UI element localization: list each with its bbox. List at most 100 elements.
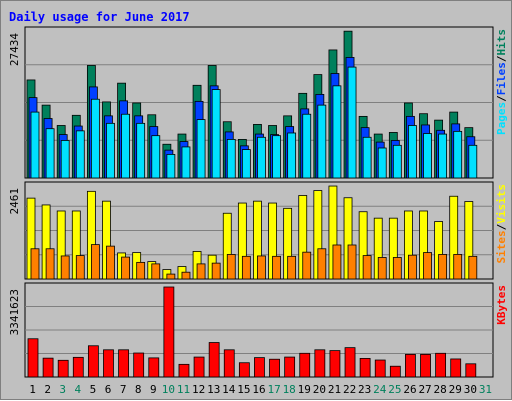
x-tick-label-day-4: 4 [75,383,82,396]
bar-kbytes-day-3 [57,359,69,378]
bar-sites-day-3 [60,255,70,280]
bar-sites-day-25 [392,257,402,280]
x-tick-label-day-9: 9 [150,383,157,396]
bar-pages-day-23 [362,136,372,179]
bar-kbytes-day-7 [118,349,129,378]
bar-kbytes-day-13 [208,342,220,378]
bar-kbytes-day-24 [374,359,386,378]
bar-sites-day-18 [287,255,297,280]
x-tick-label-day-26: 26 [403,383,416,396]
bar-kbytes-day-2 [42,357,54,378]
legend-panel-2: Sites/Visits [495,184,508,264]
bar-sites-day-19 [302,251,312,280]
bar-sites-day-24 [377,257,387,280]
bar-kbytes-day-29 [450,358,462,378]
x-tick-label-day-24: 24 [373,383,387,396]
bar-pages-day-12 [196,119,206,179]
legend-pages: Pages [495,102,508,135]
bar-pages-day-24 [377,147,387,179]
bar-pages-day-14 [226,139,236,179]
x-tick-label-day-22: 22 [343,383,356,396]
legend-visits: Visits [495,184,508,224]
x-tick-label-day-28: 28 [434,383,447,396]
bar-kbytes-day-20 [314,349,326,378]
bar-pages-day-9 [151,135,161,179]
bar-sites-day-1 [30,248,40,280]
bar-pages-day-5 [90,98,100,179]
bar-pages-day-22 [347,66,357,179]
x-tick-label-day-6: 6 [105,383,112,396]
bar-pages-day-18 [287,132,297,179]
ymax-label-panel-2: 2461 [8,188,21,215]
x-tick-label-day-2: 2 [44,383,51,396]
x-tick-label-day-20: 20 [313,383,326,396]
bar-pages-day-21 [332,85,342,179]
bar-kbytes-day-30 [465,363,477,378]
bar-kbytes-day-1 [27,338,39,378]
bar-kbytes-day-22 [344,347,356,378]
bar-sites-day-28 [438,254,448,280]
bar-sites-day-29 [453,254,463,280]
bar-sites-day-21 [332,244,342,280]
bar-kbytes-day-12 [193,356,205,378]
x-tick-label-day-8: 8 [135,383,142,396]
x-tick-label-day-11: 11 [177,383,190,396]
bar-pages-day-8 [136,122,146,179]
bar-pages-day-20 [317,104,327,179]
ymax-label-panel-3: 3341623 [8,289,21,335]
bar-pages-day-7 [121,113,130,179]
bar-sites-day-17 [272,255,281,280]
bar-kbytes-day-14 [223,349,235,378]
bar-sites-day-23 [362,255,372,280]
bar-pages-day-30 [468,144,478,179]
bar-pages-day-17 [272,135,281,179]
bar-pages-day-26 [408,125,417,179]
bar-kbytes-day-19 [299,352,311,378]
bar-sites-day-5 [90,244,100,280]
bar-kbytes-day-26 [405,353,416,378]
bar-pages-day-3 [60,140,70,179]
bar-sites-day-14 [226,254,236,280]
bar-pages-day-6 [106,122,115,179]
bar-pages-day-1 [30,111,40,179]
bar-kbytes-day-4 [72,356,84,378]
legend-hits: Hits [495,29,508,56]
bar-sites-day-12 [196,263,206,280]
x-tick-label-day-10: 10 [162,383,175,396]
x-tick-label-day-13: 13 [207,383,220,396]
bar-pages-day-4 [75,130,85,179]
bar-sites-day-13 [211,262,221,280]
bar-sites-day-20 [317,248,327,280]
x-tick-label-day-29: 29 [449,383,462,396]
bar-kbytes-day-5 [87,345,99,378]
bar-sites-day-6 [106,245,115,280]
ymax-label-panel-1: 27434 [8,33,21,66]
bar-sites-day-15 [241,255,251,280]
bar-pages-day-2 [45,128,55,179]
legend-panel-1: Pages/Files/Hits [495,29,508,135]
x-tick-label-day-14: 14 [222,383,236,396]
bar-sites-day-27 [423,252,432,280]
bar-pages-day-29 [453,130,463,179]
bar-kbytes-day-6 [103,349,114,378]
x-tick-label-day-31: 31 [479,383,492,396]
bar-kbytes-day-10 [163,286,175,378]
bar-sites-day-9 [151,263,161,280]
bar-kbytes-day-9 [148,357,160,378]
bar-sites-day-2 [45,248,55,280]
bar-kbytes-day-25 [389,365,401,378]
legend-files: Files [495,62,508,95]
bar-pages-day-27 [423,133,432,179]
bar-kbytes-day-17 [269,358,280,378]
bar-pages-day-19 [302,113,312,179]
bar-sites-day-8 [136,261,146,280]
bar-sites-day-16 [257,255,266,280]
x-tick-label-day-17: 17 [267,383,280,396]
x-tick-label-day-1: 1 [29,383,36,396]
bar-kbytes-day-11 [178,363,190,378]
x-tick-label-day-18: 18 [283,383,296,396]
x-tick-label-day-23: 23 [358,383,371,396]
x-tick-label-day-12: 12 [192,383,205,396]
